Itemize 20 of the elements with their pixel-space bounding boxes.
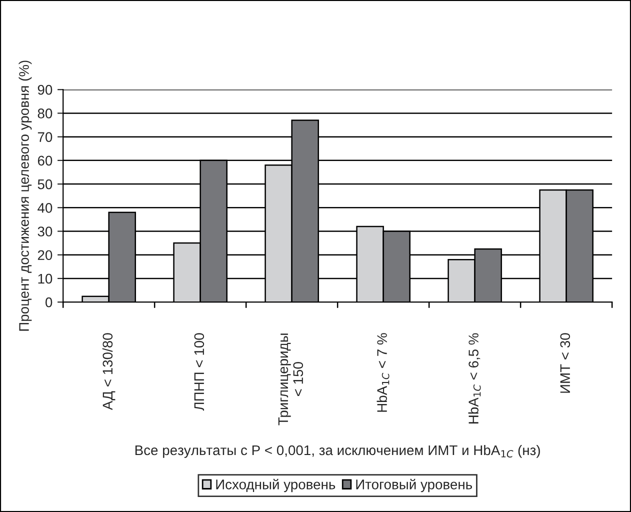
- x-axis-title: Все результаты с P < 0,001, за исключением ИМТ и HbA$_{1C}$ (нз): [135, 444, 540, 458]
- x-tick-label: АД < 130/80: [102, 333, 116, 410]
- y-tick-label: 10: [38, 274, 52, 284]
- x-tick-label: HbA$_{1C}$ < 7 %: [376, 333, 390, 412]
- y-tick-label: 20: [38, 250, 52, 260]
- y-tick-label: 90: [38, 84, 52, 95]
- legend-label: Итоговый уровень: [356, 478, 472, 492]
- y-axis-title: Процент достижения целевого уровня (%): [18, 60, 32, 331]
- y-tick-label: 40: [38, 202, 52, 213]
- y-tick-label: 70: [38, 132, 52, 142]
- legend-label: Исходный уровень: [216, 478, 336, 492]
- y-tick-label: 30: [38, 226, 52, 236]
- y-tick-label: 60: [38, 156, 52, 166]
- x-tick-label: ИМТ < 30: [560, 333, 570, 393]
- x-tick-label: HbA$_{1C}$ < 6,5 %: [468, 333, 481, 424]
- y-tick-label: 0: [46, 297, 52, 308]
- y-tick-label: 80: [38, 108, 52, 118]
- y-tick-label: 50: [38, 179, 52, 190]
- x-tick-label: Триглицериды < 150: [278, 334, 304, 426]
- x-tick-label: ЛПНП < 100: [194, 333, 204, 411]
